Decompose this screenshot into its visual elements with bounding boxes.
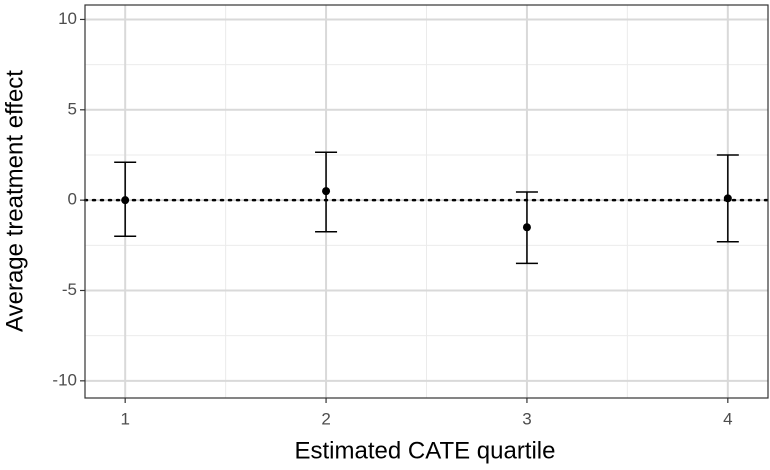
x-tick-label: 3 [522,409,531,428]
x-axis-title: Estimated CATE quartile [295,437,556,464]
y-tick-label: 10 [58,9,77,28]
x-tick-label: 1 [120,409,129,428]
y-tick-label: -5 [62,280,77,299]
x-tick-label: 2 [321,409,330,428]
y-tick-label: 5 [68,99,77,118]
x-tick-label: 4 [723,409,732,428]
y-tick-label: -10 [52,370,77,389]
point [121,196,130,205]
y-tick-label: 0 [68,190,77,209]
point [322,187,331,196]
point [522,223,531,232]
panel-border [84,4,769,399]
y-axis-title: Average treatment effect [1,70,28,332]
point [723,194,732,203]
